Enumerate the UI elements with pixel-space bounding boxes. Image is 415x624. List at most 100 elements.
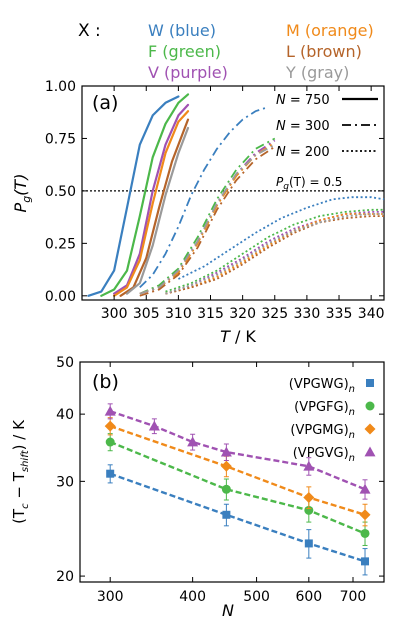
panel-b-x-ticks: 300 400 500 600 700 [97,362,367,605]
data-point [104,420,116,432]
color-key-prefix: X : [78,21,101,41]
panel-a-y-label: Pg(T) [11,174,33,213]
panel-a-y-ticks: 0.00 0.25 0.50 0.75 1.00 [45,79,384,305]
panel-b-series [104,403,371,576]
panel-a-frame [81,85,385,301]
curve-w-solid [87,95,180,297]
curve-v-solid [113,103,190,295]
curve-m-dotted [165,213,384,295]
panel-b-y-ticks: 20 30 40 50 [56,355,384,585]
curve-y-solid [125,126,190,295]
y-tick-label: 20 [56,569,74,585]
curve-w-dotted [178,196,385,280]
panel-b-legend: (VPGWG)n (VPGFG)n (VPGMG)n (VPGVG)n [289,377,376,464]
color-key: X : W (blue) M (orange) F (green) L (brown)… [78,21,374,82]
x-tick-label: 320 [229,306,256,322]
color-key-item: L (brown) [286,42,362,61]
legend-label: (VPGFG)n [294,400,355,418]
curve-v-dotted [165,211,384,295]
color-key-item: F (green) [148,42,221,61]
series-square [106,464,370,576]
y-tick-label: 30 [56,474,74,490]
panel-a: (a) Pg(T) = 0.5 300 305 310 315 320 325 330 335… [11,79,385,346]
y-tick-label: 0.50 [45,184,76,200]
color-key-item: Y (gray) [285,63,349,82]
data-point [359,509,371,521]
y-tick-label: 1.00 [45,79,76,95]
panel-a-label: (a) [92,92,118,114]
legend-marker [364,446,376,457]
legend-label: (VPGMG)n [290,423,355,441]
legend-marker [364,423,376,435]
curve-l-dashdot [139,146,276,297]
data-point [187,436,199,447]
x-tick-label: 305 [133,306,160,322]
fit-line [109,424,366,516]
x-tick-label: 335 [326,306,353,322]
curve-f-solid [100,93,190,297]
reference-line-label: Pg(T) = 0.5 [276,175,342,192]
legend-marker [365,401,375,411]
data-point [104,405,116,416]
data-point [304,539,313,548]
y-tick-label: 50 [56,355,74,371]
panel-a-series [87,93,385,297]
legend-marker [366,379,374,387]
data-point [222,510,231,519]
data-point [303,491,315,503]
series-circle [105,433,370,546]
x-tick-label: 700 [340,589,367,605]
data-point [221,484,231,494]
x-tick-label: 300 [97,589,124,605]
curve-f-dotted [165,208,384,293]
panel-b-frame [79,361,385,583]
x-tick-label: 310 [165,306,192,322]
y-tick-label: 0.75 [45,131,76,147]
legend-label-n200: N = 200 [276,145,330,160]
fit-line [109,440,366,535]
x-tick-label: 325 [261,306,288,322]
x-tick-label: 300 [101,306,128,322]
legend-label: (VPGVG)n [293,446,355,464]
legend-label: (VPGWG)n [289,377,355,395]
x-tick-label: 315 [197,306,224,322]
y-tick-label: 0.25 [45,236,76,252]
panel-b-label: (b) [92,371,119,393]
curve-w-dashdot [139,106,269,289]
color-key-item: V (purple) [148,63,228,82]
x-tick-label: 400 [179,589,206,605]
panel-b-x-label: N [222,601,234,620]
series-triangle [104,403,371,500]
fit-line [109,410,366,491]
data-point [106,469,115,478]
curve-f-dashdot [139,137,276,295]
color-key-item: W (blue) [148,21,216,40]
fit-line [109,472,366,563]
x-tick-label: 600 [295,589,322,605]
data-point [360,528,370,538]
x-tick-label: 330 [294,306,321,322]
data-point [303,460,315,471]
x-tick-label: 340 [358,306,385,322]
legend-label-n300: N = 300 [276,119,330,134]
y-tick-label: 0.00 [45,289,76,305]
color-key-item: M (orange) [286,21,374,40]
curve-y-dashdot [139,143,276,295]
panel-a-x-label: T / K [220,327,256,346]
data-point [105,437,115,447]
panel-a-legend: N = 750 N = 300 N = 200 [276,93,378,160]
data-point [148,420,160,431]
curve-y-dotted [165,213,384,295]
y-tick-label: 40 [56,407,74,423]
legend-label-n750: N = 750 [276,93,330,108]
data-point [361,557,370,566]
panel-a-x-ticks: 300 305 310 315 320 325 330 335 340 [101,86,385,322]
curve-l-dotted [165,215,384,295]
data-point [220,460,232,472]
curve-m-solid [113,110,190,297]
data-point [359,483,371,494]
x-tick-label: 500 [243,589,270,605]
panel-b-y-label: (Tc − Tshift) / K [10,419,31,524]
